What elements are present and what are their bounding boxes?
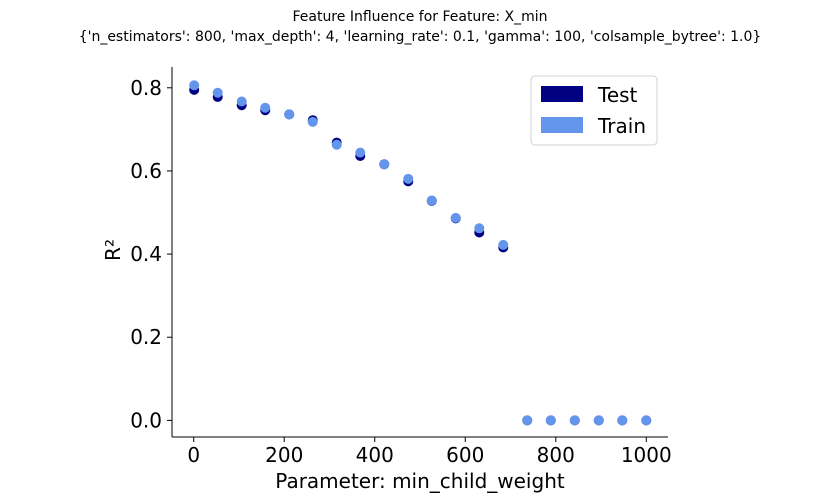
train-point [379, 159, 390, 170]
train-point [474, 223, 485, 234]
train-point [522, 415, 533, 426]
train-point [450, 212, 461, 223]
train-point [236, 96, 247, 107]
train-point [426, 195, 437, 206]
train-point [189, 80, 200, 91]
train-point [212, 87, 223, 98]
plot-area [189, 80, 652, 426]
train-point [545, 415, 556, 426]
legend-swatch-train [541, 117, 583, 133]
train-point [617, 415, 628, 426]
train-point [284, 109, 295, 120]
legend-label-train: Train [597, 114, 646, 138]
x-tick-label: 0 [187, 443, 200, 467]
legend: Test Train [530, 75, 658, 146]
train-point [641, 415, 652, 426]
y-tick-label: 0.8 [130, 76, 162, 100]
y-axis-label: R² [101, 239, 125, 261]
x-tick-label: 800 [537, 443, 575, 467]
train-point [569, 415, 580, 426]
x-tick-label: 1000 [621, 443, 672, 467]
x-tick-label: 600 [446, 443, 484, 467]
x-tick-label: 400 [356, 443, 394, 467]
train-point [498, 239, 509, 250]
x-axis-label: Parameter: min_child_weight [275, 469, 565, 493]
y-tick-label: 0.0 [130, 408, 162, 432]
legend-swatch-test [541, 86, 583, 102]
train-point [331, 139, 342, 150]
y-tick-label: 0.2 [130, 325, 162, 349]
train-point [260, 102, 271, 113]
train-point [593, 415, 604, 426]
train-point [307, 116, 318, 127]
x-tick-label: 200 [265, 443, 303, 467]
series-train [189, 80, 652, 426]
chart-subtitle: {'n_estimators': 800, 'max_depth': 4, 'l… [79, 29, 762, 45]
train-point [403, 173, 414, 184]
y-ticks: 0.0 0.2 0.4 0.6 0.8 [130, 76, 172, 432]
x-ticks: 0 200 400 600 800 1000 [187, 437, 672, 467]
train-point [355, 147, 366, 158]
y-tick-label: 0.6 [130, 159, 162, 183]
chart-title: Feature Influence for Feature: X_min [292, 9, 547, 25]
legend-label-test: Test [597, 83, 638, 107]
y-tick-label: 0.4 [130, 242, 162, 266]
